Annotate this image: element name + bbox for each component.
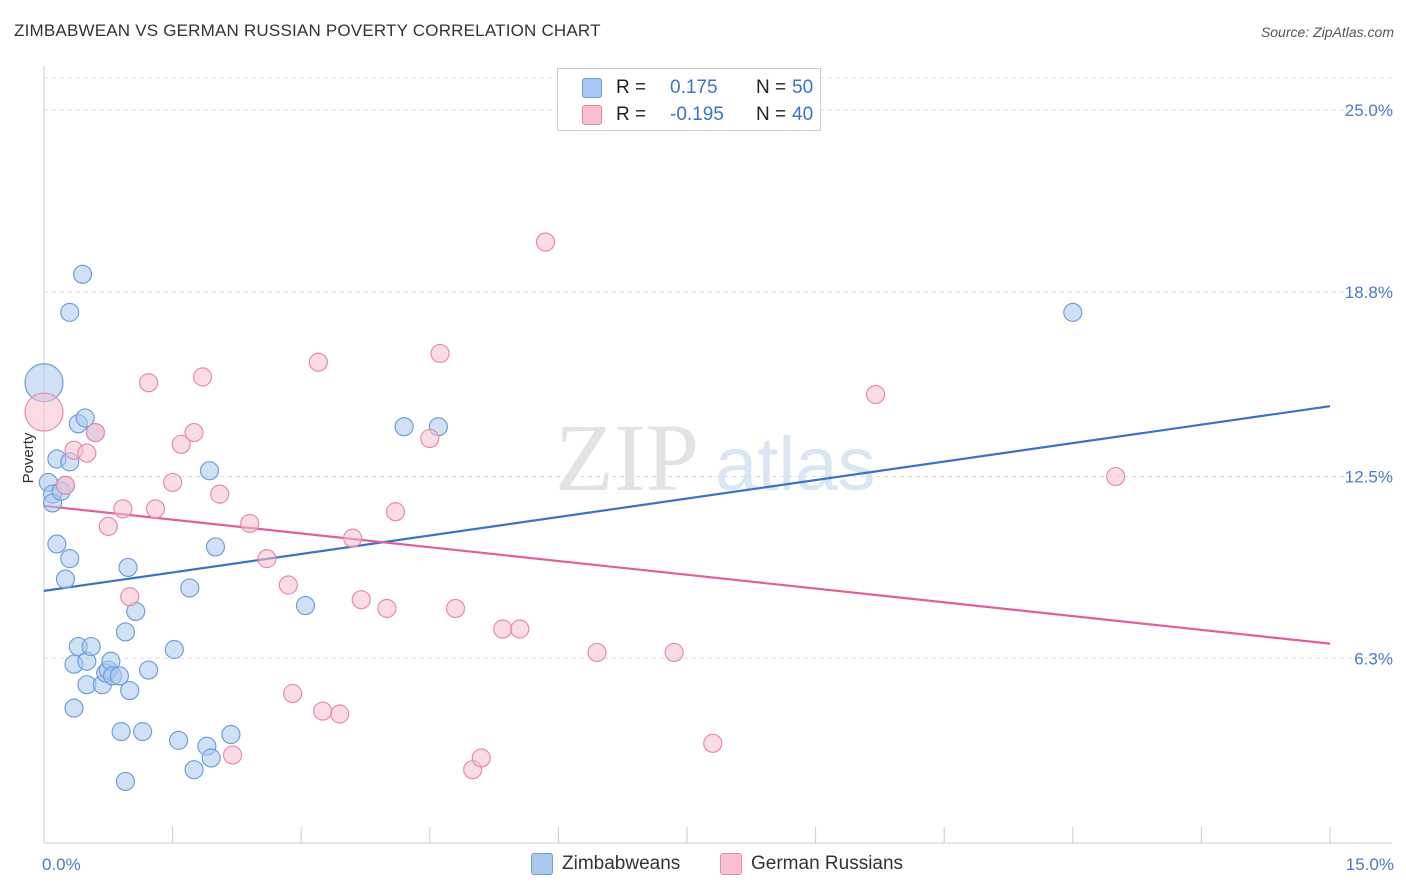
legend-n-value: 50 xyxy=(792,77,814,98)
bottom-legend-label-zimbabweans: Zimbabweans xyxy=(562,853,681,874)
data-point xyxy=(75,408,95,428)
data-point xyxy=(118,557,138,578)
point-layer xyxy=(24,232,1126,792)
legend-n-label: N = xyxy=(756,104,787,125)
y-tick-label: 18.8% xyxy=(1345,283,1393,302)
grid-layer xyxy=(44,77,1392,659)
data-point xyxy=(77,443,97,463)
data-point xyxy=(55,569,76,589)
data-point xyxy=(138,373,159,393)
data-point xyxy=(257,549,277,569)
data-point xyxy=(664,642,684,663)
data-point xyxy=(201,748,221,768)
series-german-russians xyxy=(24,232,1126,780)
data-point xyxy=(193,367,213,387)
trend-layer xyxy=(43,405,1331,645)
data-point xyxy=(493,619,513,639)
data-point xyxy=(164,639,184,660)
x-tick-label: 0.0% xyxy=(42,855,81,874)
data-point xyxy=(510,619,530,639)
label-layer: 6.3% 12.5% 18.8% 25.0% 0.0% 15.0% Poverty xyxy=(20,101,1394,874)
data-point xyxy=(120,587,140,607)
correlation-legend: R = 0.175 N = 50 R = -0.195 N = 40 xyxy=(557,68,821,131)
series-zimbabweans xyxy=(24,264,1083,792)
data-point xyxy=(55,475,76,495)
y-tick-label: 25.0% xyxy=(1345,101,1393,120)
legend-swatch-german-russians xyxy=(582,105,602,125)
data-point xyxy=(295,595,316,616)
data-point xyxy=(171,434,191,454)
data-point xyxy=(184,422,204,443)
chart-source: Source: ZipAtlas.com xyxy=(1260,24,1394,40)
data-point xyxy=(60,549,80,569)
trend-line-zimbabweans xyxy=(43,405,1331,592)
data-point xyxy=(163,472,183,493)
data-point xyxy=(278,575,298,595)
data-point xyxy=(60,302,80,322)
data-point xyxy=(138,660,159,680)
data-point xyxy=(394,417,414,437)
legend-n-label: N = xyxy=(756,77,787,98)
data-point xyxy=(184,760,204,780)
legend-r-value: -0.195 xyxy=(670,104,724,125)
data-point xyxy=(210,484,230,504)
bottom-legend-swatch-zimbabweans xyxy=(531,853,553,875)
data-point xyxy=(115,771,136,792)
data-point xyxy=(535,232,556,252)
data-point xyxy=(47,534,67,554)
data-point xyxy=(115,622,136,642)
trend-line-german-russians xyxy=(43,504,1331,645)
data-point xyxy=(587,642,607,663)
data-point xyxy=(1063,302,1083,322)
data-point xyxy=(72,264,93,284)
data-point xyxy=(283,683,303,704)
data-point xyxy=(330,704,350,724)
data-point xyxy=(205,537,226,557)
data-point xyxy=(445,598,466,619)
data-point xyxy=(113,499,133,519)
y-tick-label: 6.3% xyxy=(1354,649,1393,668)
x-tick-label: 15.0% xyxy=(1346,855,1394,874)
data-point xyxy=(343,528,363,548)
data-point xyxy=(98,516,118,536)
bottom-legend-label-german-russians: German Russians xyxy=(751,853,904,874)
data-point xyxy=(703,733,723,753)
data-point xyxy=(169,730,189,750)
data-point xyxy=(385,502,406,522)
legend-r-value: 0.175 xyxy=(670,77,718,98)
data-point xyxy=(24,392,64,432)
legend-r-label: R = xyxy=(616,104,647,125)
y-axis-title: Poverty xyxy=(20,432,37,483)
y-tick-label: 12.5% xyxy=(1345,468,1393,487)
data-point xyxy=(430,343,450,364)
data-point xyxy=(85,422,106,443)
data-point xyxy=(120,680,140,701)
data-point xyxy=(145,499,166,519)
data-point xyxy=(308,352,328,372)
data-point xyxy=(221,724,241,745)
axis-layer xyxy=(43,66,1392,844)
data-point xyxy=(199,461,220,481)
data-point xyxy=(240,513,260,534)
data-point xyxy=(471,748,491,768)
data-point xyxy=(866,384,886,405)
legend-r-label: R = xyxy=(616,77,647,98)
data-point xyxy=(223,745,243,765)
data-point xyxy=(64,698,84,718)
data-point xyxy=(81,636,101,657)
data-point xyxy=(132,722,153,742)
data-point xyxy=(111,722,131,742)
data-point xyxy=(180,578,200,598)
legend-swatch-zimbabweans xyxy=(582,78,602,98)
data-point xyxy=(313,701,333,721)
chart-title: ZIMBABWEAN VS GERMAN RUSSIAN POVERTY COR… xyxy=(14,21,601,40)
data-point xyxy=(377,598,397,619)
data-point xyxy=(351,590,371,610)
legend-n-value: 40 xyxy=(792,104,814,125)
bottom-legend-swatch-german-russians xyxy=(720,853,742,875)
data-point xyxy=(1106,466,1126,487)
data-point xyxy=(420,428,440,449)
data-point xyxy=(109,666,130,686)
